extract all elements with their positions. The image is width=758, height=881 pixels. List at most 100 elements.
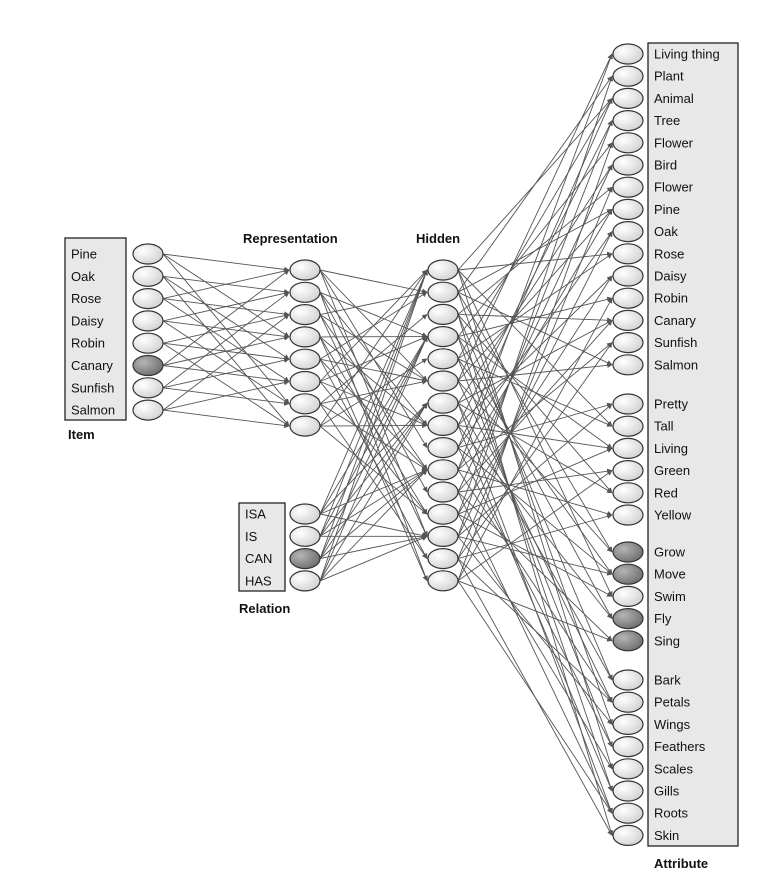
connection-arrow [319,469,428,537]
attribute-unit [612,735,644,758]
hidden-unit [427,303,459,325]
network-units [132,43,644,847]
attribute-unit [612,415,644,437]
connection-arrow [457,164,613,404]
attribute-label: Tree [654,113,680,128]
item-unit [132,265,164,287]
connection-arrow [162,335,290,366]
hidden-unit [427,437,459,459]
connection-arrow [162,379,290,411]
attribute-unit [612,482,644,504]
connection-arrow [162,313,290,344]
connection-arrow [162,253,290,338]
attribute-label: Green [654,463,690,478]
item-unit [132,399,164,421]
hidden-unit [427,547,459,570]
attribute-label: Canary [654,313,696,328]
attribute-unit [612,393,644,415]
relation-label: IS [245,529,258,544]
connection-arrow [457,424,613,451]
connection-arrow [457,402,613,494]
connection-arrow [457,75,613,293]
hidden-unit [427,459,459,481]
attribute-label: Wings [654,717,691,732]
attribute-box [647,42,739,847]
attribute-label: Pine [654,202,680,217]
attribute-label: Rose [654,246,684,261]
attribute-label: Robin [654,291,688,306]
connection-arrow [319,269,428,537]
connection-arrow [162,291,290,389]
connection-arrow [457,97,613,448]
attribute-unit [612,287,644,309]
item-unit [132,354,164,377]
representation-layer-title: Representation [243,231,338,246]
connection-arrow [457,580,613,642]
hidden-unit [427,481,459,503]
attribute-label: Yellow [654,508,692,523]
connection-arrow [457,269,613,597]
attribute-label: Scales [654,761,694,776]
connection-arrow [457,275,613,515]
item-unit [132,243,164,265]
relation-unit [289,525,321,547]
representation-unit [289,259,321,281]
connection-arrow [319,269,428,382]
attribute-unit [612,437,644,459]
connection-arrow [457,535,613,576]
connection-arrow [457,319,613,493]
connection-arrow [319,269,428,427]
relation-label: ISA [245,507,266,522]
attribute-label: Roots [654,806,688,821]
item-label: Salmon [71,403,115,418]
connection-arrow [162,342,290,427]
item-label: Robin [71,336,105,351]
connection-arrow [319,269,428,515]
attribute-unit [612,713,644,736]
connection-arrow [457,291,613,553]
item-unit [132,377,164,399]
hidden-unit [427,259,459,281]
attribute-unit [612,630,644,652]
attribute-unit [612,585,644,608]
connection-arrow [457,142,613,581]
hidden-unit [427,525,459,548]
connection-arrow [457,558,613,703]
attribute-unit [612,332,644,354]
representation-unit [289,415,321,437]
connection-arrow [457,269,614,770]
connection-arrow [457,358,613,748]
connection-arrow [319,314,428,405]
connection-arrow [457,470,613,582]
hidden-unit [427,570,459,592]
item-label: Canary [71,358,113,373]
connection-arrow [457,53,613,470]
attribute-unit [612,780,644,802]
connection-edges [162,53,614,836]
connection-arrow [457,425,613,620]
hidden-unit [427,326,459,348]
connection-arrow [457,447,613,575]
relation-unit [289,570,321,592]
connection-arrow [457,314,613,494]
connection-arrow [319,269,428,294]
connection-arrow [457,513,613,560]
attribute-label: Move [654,567,686,582]
attribute-label: Salmon [654,357,698,372]
attribute-label: Pretty [654,397,688,412]
connection-arrow [457,269,613,427]
attribute-unit [612,691,644,713]
attribute-label: Bark [654,673,681,688]
connection-arrow [457,120,613,515]
connection-arrow [319,469,428,582]
connection-arrow [457,208,613,471]
attribute-label: Fly [654,611,672,626]
item-unit [132,310,164,332]
connection-arrow [162,253,290,273]
connection-arrow [319,402,428,537]
attribute-label: Living [654,441,688,456]
connection-arrow [457,142,613,337]
attribute-unit [612,109,644,132]
connection-arrow [319,290,428,316]
